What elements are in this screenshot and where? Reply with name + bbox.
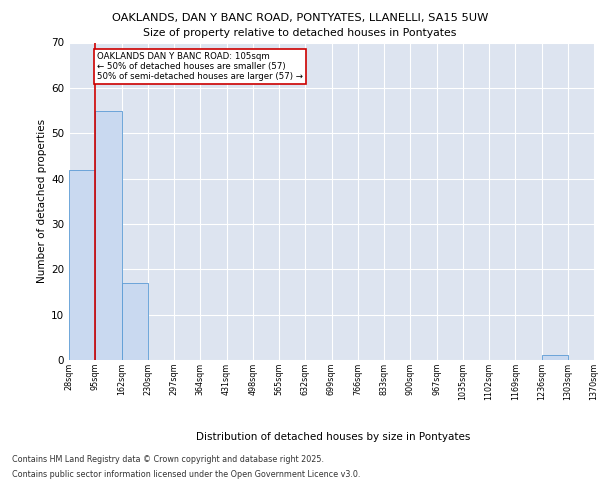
Y-axis label: Number of detached properties: Number of detached properties [37, 119, 47, 284]
Text: OAKLANDS DAN Y BANC ROAD: 105sqm
← 50% of detached houses are smaller (57)
50% o: OAKLANDS DAN Y BANC ROAD: 105sqm ← 50% o… [97, 52, 302, 82]
Text: Size of property relative to detached houses in Pontyates: Size of property relative to detached ho… [143, 28, 457, 38]
Text: Distribution of detached houses by size in Pontyates: Distribution of detached houses by size … [196, 432, 470, 442]
Text: Contains public sector information licensed under the Open Government Licence v3: Contains public sector information licen… [12, 470, 361, 479]
Bar [121, 283, 148, 360]
Text: Contains HM Land Registry data © Crown copyright and database right 2025.: Contains HM Land Registry data © Crown c… [12, 455, 324, 464]
Bar [542, 356, 568, 360]
Bar [95, 110, 121, 360]
Text: OAKLANDS, DAN Y BANC ROAD, PONTYATES, LLANELLI, SA15 5UW: OAKLANDS, DAN Y BANC ROAD, PONTYATES, LL… [112, 12, 488, 22]
Bar [69, 170, 95, 360]
